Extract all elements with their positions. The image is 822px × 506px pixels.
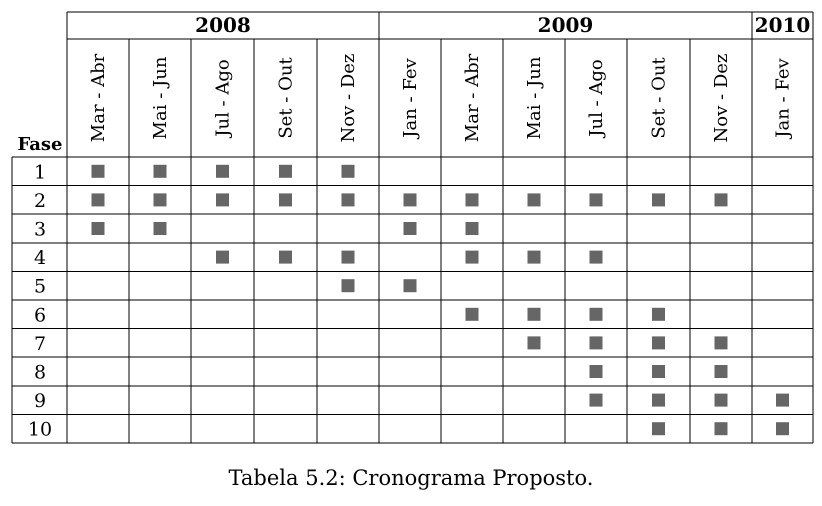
phase-number: 8 — [34, 362, 46, 384]
phase-number: 5 — [34, 276, 46, 298]
phase-number: 6 — [34, 304, 46, 326]
schedule-mark — [216, 250, 229, 264]
schedule-mark — [341, 193, 355, 207]
period-header: Jan - Fev — [400, 57, 421, 139]
period-header: Jul - Ago — [586, 59, 607, 138]
schedule-mark — [714, 336, 728, 350]
schedule-mark — [153, 164, 167, 178]
schedule-mark — [279, 193, 292, 207]
period-header: Jan - Fev — [773, 57, 794, 139]
schedule-mark — [714, 193, 728, 207]
schedule-mark — [465, 193, 479, 207]
period-header: Mai - Jun — [150, 56, 171, 139]
schedule-mark — [527, 193, 541, 207]
year-header: 2009 — [538, 13, 594, 37]
period-header: Nov - Dez — [711, 54, 732, 143]
schedule-mark — [403, 222, 417, 235]
schedule-mark — [589, 307, 603, 321]
schedule-mark — [652, 193, 665, 207]
schedule-mark — [589, 365, 603, 378]
schedule-mark — [91, 164, 105, 178]
schedule-mark — [216, 164, 229, 178]
schedule-mark — [279, 250, 292, 264]
year-header: 2010 — [755, 13, 811, 37]
phase-number: 4 — [34, 247, 46, 269]
schedule-mark — [341, 250, 355, 264]
phase-number: 3 — [34, 219, 46, 241]
schedule-mark — [589, 393, 603, 407]
phase-number: 7 — [34, 333, 46, 355]
schedule-mark — [465, 222, 479, 235]
schedule-mark — [153, 193, 167, 207]
schedule-mark — [589, 336, 603, 350]
period-header: Mar - Abr — [88, 53, 109, 142]
schedule-mark — [153, 222, 167, 235]
schedule-mark — [714, 422, 728, 436]
schedule-mark — [403, 193, 417, 207]
schedule-mark — [216, 193, 229, 207]
phase-number: 2 — [34, 190, 46, 212]
schedule-mark — [465, 307, 479, 321]
schedule-mark — [465, 250, 479, 264]
schedule-table: 2008 2009 2010 Mar - Abr Mai - Jun Jul - Ago S… — [11, 11, 814, 444]
table-caption: Tabela 5.2: Cronograma Proposto. — [228, 466, 594, 490]
schedule-mark — [776, 393, 789, 407]
period-header: Set - Out — [649, 57, 670, 139]
schedule-mark — [279, 164, 292, 178]
schedule-mark — [527, 307, 541, 321]
schedule-mark — [776, 422, 789, 436]
schedule-mark — [652, 307, 665, 321]
phase-number: 9 — [34, 390, 46, 412]
schedule-mark — [652, 422, 665, 436]
schedule-mark — [652, 336, 665, 350]
schedule-mark — [589, 250, 603, 264]
schedule-mark — [714, 393, 728, 407]
schedule-mark — [652, 365, 665, 378]
schedule-mark — [341, 279, 355, 293]
schedule-mark — [91, 193, 105, 207]
year-header: 2008 — [195, 13, 251, 37]
schedule-mark — [589, 193, 603, 207]
schedule-mark — [341, 164, 355, 178]
phase-number: 10 — [28, 419, 52, 441]
schedule-mark — [714, 365, 728, 378]
period-header: Nov - Dez — [338, 54, 359, 143]
schedule-mark — [527, 250, 541, 264]
schedule-mark — [652, 393, 665, 407]
period-header: Mar - Abr — [462, 53, 483, 142]
period-header: Mai - Jun — [524, 56, 545, 139]
schedule-mark — [527, 336, 541, 350]
schedule-mark — [91, 222, 105, 235]
period-header: Jul - Ago — [213, 59, 234, 138]
phase-column-header: Fase — [17, 134, 62, 155]
schedule-mark — [403, 279, 417, 293]
phase-number: 1 — [34, 161, 46, 183]
period-header: Set - Out — [276, 57, 297, 139]
